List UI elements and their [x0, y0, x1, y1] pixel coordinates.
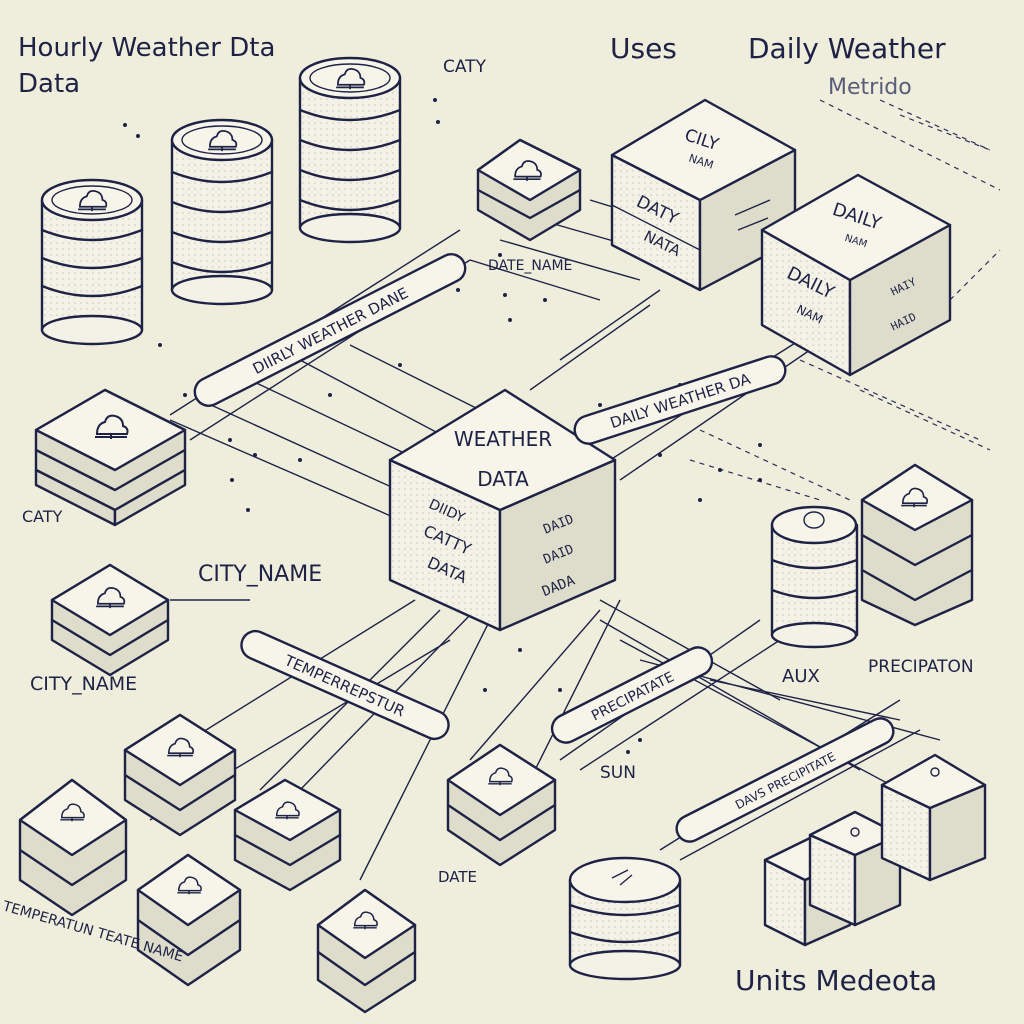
weather-tile-bottom-5 — [316, 888, 417, 1014]
label-sun: SUN — [600, 763, 636, 783]
central-cube-title-line2: DATA — [477, 467, 529, 491]
title-uses: Uses — [610, 32, 677, 65]
weather-tile-bottom-1 — [123, 713, 237, 837]
label-aux: AUX — [782, 666, 820, 687]
central-cube-title-line1: WEATHER — [454, 427, 552, 451]
weather-tile-left-1 — [34, 388, 187, 527]
weather-tile-bottom-4 — [136, 853, 242, 987]
daily-cube-1: CILY NAM DATY NATA — [610, 98, 797, 292]
database-cylinder-bottom-right — [568, 856, 682, 981]
label-caty-left: CATY — [22, 507, 63, 526]
label-caty-top: CATY — [443, 57, 487, 77]
tag-daily-weather: DAILY WEATHER DA — [573, 355, 787, 445]
weather-tile-bottom-2 — [18, 778, 128, 917]
label-date-bottom: DATE — [438, 868, 477, 886]
small-cube-cluster — [763, 753, 987, 947]
database-cylinder-1 — [40, 178, 144, 346]
weather-tile-bottom-6 — [446, 743, 557, 867]
title-hourly-line1: Hourly Weather Dta — [18, 33, 275, 63]
central-weather-data-cube: WEATHER DATA DIIDY CATTY DATA DAID DAID … — [388, 388, 617, 632]
daily-cube-2: DAILY NAM DAILY NAM HAIY HAID — [760, 173, 952, 377]
label-date-name: DATE_NAME — [488, 258, 572, 274]
label-city-name-left: CITY_NAME — [30, 673, 137, 695]
label-precipitation: PRECIPATON — [868, 657, 974, 677]
weather-tile-bottom-3 — [233, 778, 342, 892]
weather-tile-left-2 — [50, 563, 170, 677]
title-daily-line1: Daily Weather — [748, 32, 946, 65]
label-city-name-mid: CITY_NAME — [198, 562, 322, 587]
weather-tile-top — [476, 138, 582, 242]
database-cylinder-3 — [298, 56, 402, 244]
title-units: Units Medeota — [735, 964, 937, 997]
database-cylinder-2 — [170, 118, 274, 306]
weather-tile-right — [860, 463, 974, 627]
title-daily-line2: Metrido — [828, 75, 912, 100]
title-hourly-line2: Data — [18, 69, 80, 99]
database-cylinder-right — [770, 505, 859, 649]
